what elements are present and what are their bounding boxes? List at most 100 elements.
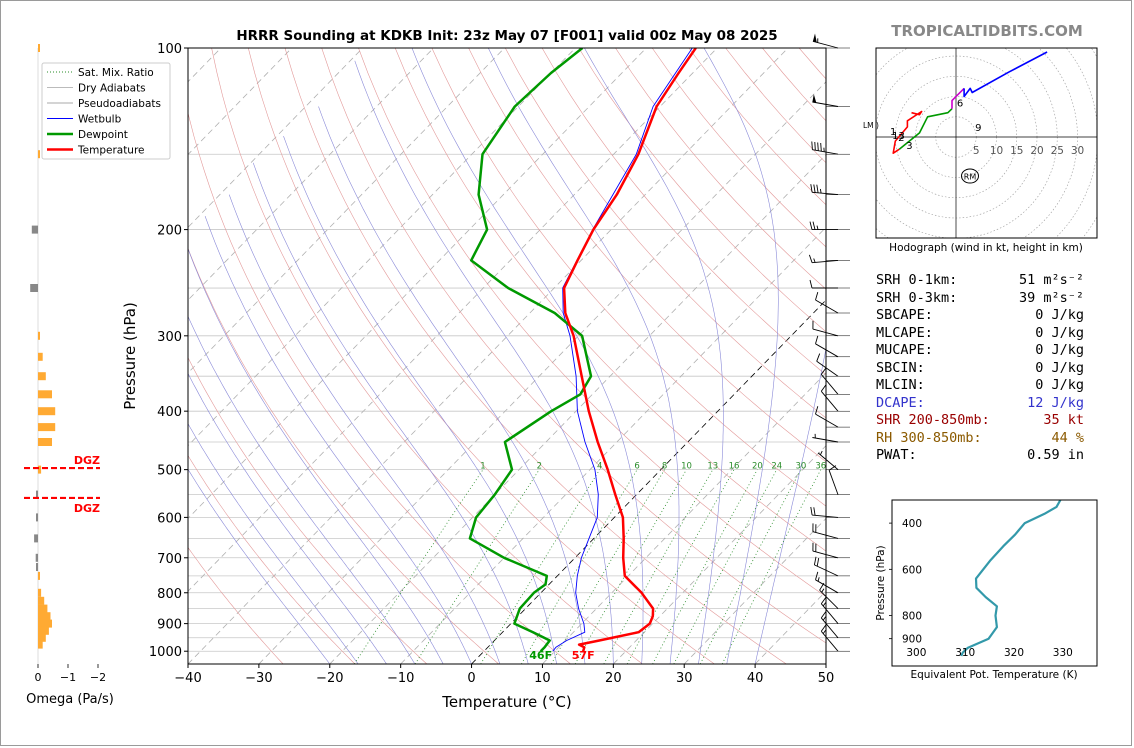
hodograph-ring-label: 25 (1051, 145, 1064, 157)
left-mover-marker: ) (876, 121, 879, 130)
index-label: SRH 0-3km: (876, 289, 958, 306)
wind-barb (815, 335, 850, 358)
barb-flag (813, 556, 817, 565)
barb-flag (819, 582, 825, 591)
right-mover-marker (961, 168, 979, 184)
index-label: DCAPE: (876, 394, 925, 411)
mixing-ratio-label: 10 (681, 462, 692, 472)
index-value: 0 J/kg (1035, 342, 1084, 358)
omega-bar (38, 352, 43, 361)
barb-flag (815, 406, 819, 415)
barb-flag (820, 610, 827, 619)
wind-barb (810, 506, 850, 518)
temperature-profile (562, 48, 697, 652)
index-value: 12 J/kg (1027, 394, 1084, 411)
index-value: 0 J/kg (1035, 359, 1084, 376)
omega-bar (38, 372, 46, 381)
index-label: SRH 0-1km: (876, 272, 958, 288)
omega-panel: DGZ DGZ 0 −1 −2 (24, 44, 106, 684)
barb-flag (810, 184, 813, 193)
barb-flag (816, 558, 820, 567)
x-tick-label: 50 (818, 671, 835, 686)
chart-title: HRRR Sounding at KDKB Init: 23z May 07 [… (236, 28, 777, 44)
isotherm-line (683, 517, 826, 664)
omega-tick-label: −1 (60, 671, 76, 684)
moist-adiabat (354, 60, 614, 664)
omega-bar (38, 390, 52, 399)
x-tick-label: 20 (605, 671, 622, 686)
wind-barb (812, 33, 850, 49)
barb-shaft (812, 328, 839, 337)
isotherm-line (258, 81, 826, 664)
moist-adiabat (488, 48, 680, 664)
barb-flag (820, 142, 822, 152)
index-label: SBCAPE: (876, 307, 933, 323)
index-value: 39 m²s⁻² (1018, 289, 1084, 306)
theta-e-panel: 300 310 320 330 400 600 800 900 Equivalent Pot.… (875, 499, 1098, 681)
dgz-label: DGZ (74, 502, 100, 515)
omega-bar (38, 633, 46, 642)
index-value: 0 J/kg (1035, 307, 1084, 323)
mixing-ratio-label: 30 (795, 462, 806, 472)
index-label: PWAT: (876, 447, 917, 463)
barb-flag (809, 279, 813, 289)
y-tick-label: 700 (157, 552, 182, 567)
isotherm-line (542, 372, 826, 664)
index-label: MLCIN: (876, 377, 925, 393)
surface-temperature-label: 57F (572, 649, 595, 662)
hodograph-ring-label: 30 (1071, 145, 1084, 157)
barb-shaft (815, 579, 839, 594)
wind-barb (809, 279, 850, 289)
hodograph-trace (951, 87, 965, 109)
index-label: MLCAPE: (876, 324, 933, 341)
wind-barb (815, 406, 850, 428)
omega-bar (36, 490, 38, 499)
barb-pennant (812, 33, 817, 43)
isotherm-line (329, 153, 826, 664)
right-mover-label: RM (964, 173, 977, 182)
index-label: SBCIN: (876, 359, 925, 376)
x-tick-label: −40 (174, 671, 201, 686)
wind-barbs (808, 33, 850, 652)
hodograph-height-label: 3 (906, 141, 912, 152)
y-axis-label: Pressure (hPa) (121, 302, 139, 410)
barb-flag (815, 291, 819, 301)
moist-adiabat (584, 48, 724, 664)
hodograph-ring-label: 10 (990, 145, 1003, 157)
barb-half-flag (822, 629, 826, 634)
dry-adiabat (321, 48, 826, 644)
wind-barb (826, 465, 850, 495)
index-value: 44 % (1051, 429, 1084, 446)
wind-barb (812, 433, 850, 443)
y-tick-label: 900 (157, 618, 182, 633)
theta-e-profile (960, 500, 1062, 657)
dry-adiabat (468, 48, 826, 463)
index-row: DCAPE: 12 J/kg (876, 395, 1096, 413)
barb-flag (816, 353, 821, 362)
omega-bar (38, 626, 49, 635)
barb-flag (809, 221, 813, 230)
wind-barb (815, 291, 850, 314)
mixing-ratio-label: 16 (729, 462, 740, 472)
y-tick-label: 400 (157, 405, 182, 420)
barb-shaft (819, 589, 839, 609)
mixing-ratio-line (652, 469, 758, 664)
y-tick-label: 500 (157, 464, 182, 479)
dewpoint-profile (468, 48, 593, 653)
theta-e-y-tick-label: 800 (902, 611, 922, 623)
mixing-ratio-label: 20 (752, 462, 763, 472)
mixing-ratio-line (603, 469, 714, 664)
moist-adiabat (283, 135, 557, 664)
hodograph-caption: Hodograph (wind in kt, height in km) (889, 242, 1083, 254)
y-tick-label: 1000 (149, 645, 182, 660)
x-tick-label: 0 (467, 671, 475, 686)
wind-barb (820, 596, 850, 624)
moist-adiabat (188, 247, 444, 664)
theta-e-y-tick-label: 600 (902, 564, 922, 576)
index-value: 35 kt (1043, 412, 1084, 428)
barb-shaft (815, 299, 839, 314)
moist-adiabat (318, 106, 586, 664)
mixing-ratio-label: 24 (771, 462, 782, 472)
mixing-ratio-line (626, 469, 735, 664)
wind-barb (810, 184, 850, 196)
